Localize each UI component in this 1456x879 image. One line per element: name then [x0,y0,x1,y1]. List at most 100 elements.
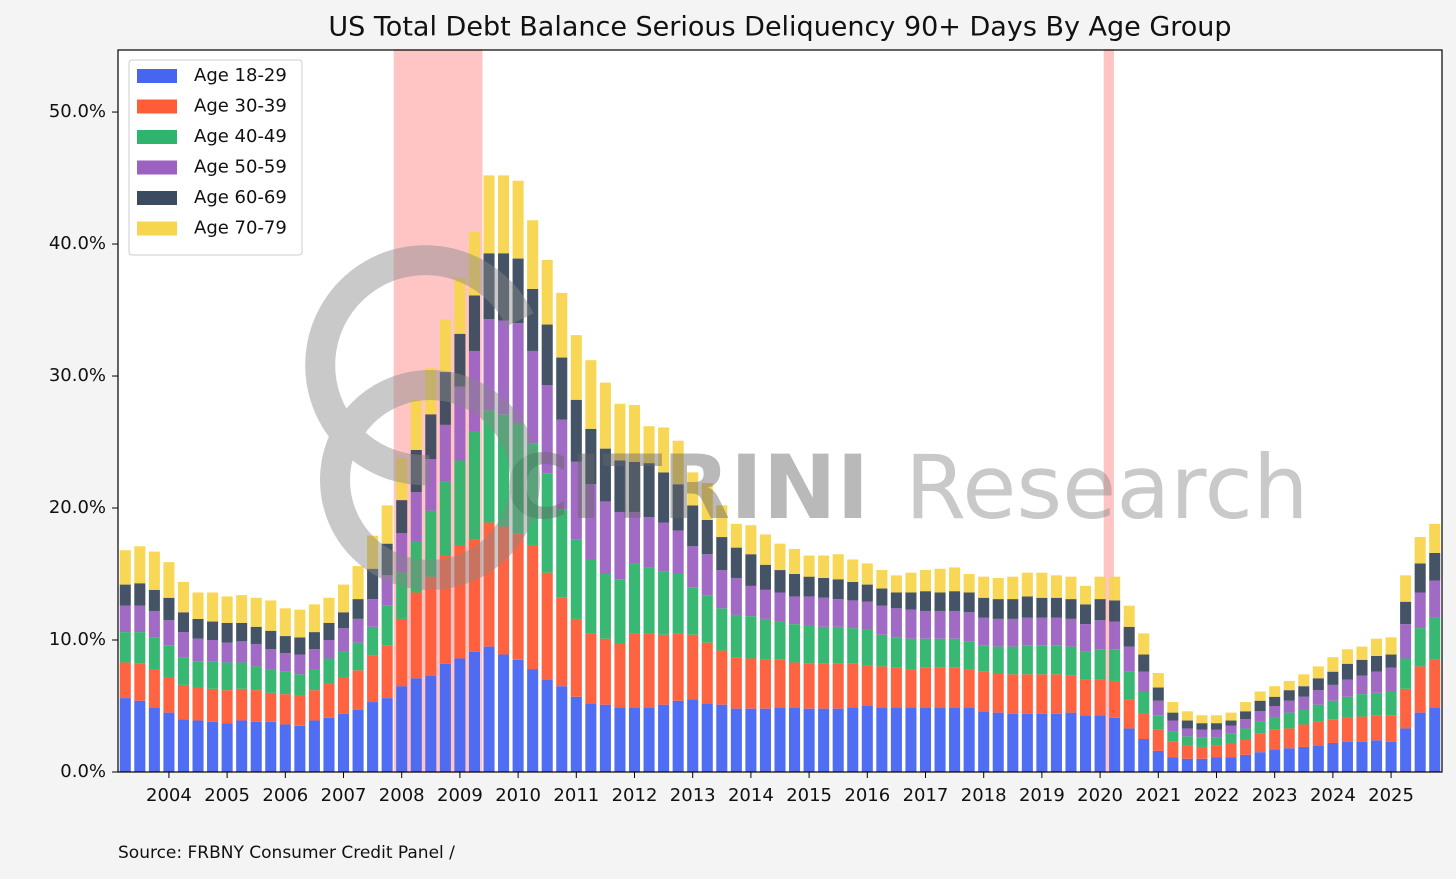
bar-segment [949,667,961,708]
bar-segment [949,707,961,772]
bar-segment [1138,691,1150,714]
bar-segment [221,622,233,643]
bar-segment [1356,646,1368,660]
bar-segment [1240,754,1252,772]
bar-segment [396,686,408,772]
bar-segment [1021,674,1033,714]
bar-segment [628,633,641,708]
bar-segment [1298,696,1310,710]
bar-segment [978,617,990,646]
bar-segment [337,651,350,677]
bar-segment [1196,746,1208,759]
bar-segment [934,707,946,772]
bar-segment [1269,749,1281,772]
bar-segment [847,600,859,629]
bar-segment [890,707,902,772]
bar-segment [454,277,466,334]
bar-segment [119,698,131,772]
bar-segment [236,720,248,772]
bar-segment [250,690,262,722]
watermark-logo [305,245,534,486]
bar-segment [628,707,641,772]
bar-segment [556,292,568,358]
bar-segment [847,707,859,772]
bar-segment [890,608,902,638]
bar-segment [221,662,233,691]
bar-segment [337,713,350,772]
bar-segment [294,654,306,675]
bar-segment [919,667,932,708]
x-tick-label: 2016 [844,785,890,806]
bar-segment [1181,720,1193,729]
bar-segment [716,570,728,609]
bar-segment [221,642,233,663]
bar-segment [119,662,131,699]
bar-segment [963,612,975,642]
bar-segment [308,632,320,650]
x-tick-label: 2019 [1019,785,1065,806]
bar-segment [789,596,801,625]
bar-segment [236,688,248,721]
bar-segment [643,707,655,772]
bar-segment [1109,576,1121,601]
y-tick-label: 10.0% [49,629,106,650]
bar-segment [177,684,190,720]
bar-segment [425,459,437,511]
bar-segment [541,385,553,474]
bar-segment [1167,712,1179,721]
bar-segment [381,698,393,772]
bar-segment [1050,617,1062,646]
bar-segment [512,258,524,324]
x-tick-label: 2021 [1135,785,1181,806]
bar-segment [905,592,917,610]
bar-segment [701,703,713,772]
bar-segment [1138,739,1150,772]
bar-segment [730,577,742,615]
bar-segment [498,654,510,772]
bar-segment [1414,628,1426,667]
bar-segment [745,708,757,772]
bar-segment [250,626,262,644]
bar-segment [192,618,204,639]
bar-segment [1327,671,1339,685]
bar-segment [1269,696,1281,707]
bar-segment [425,675,437,772]
bar-segment [876,707,888,772]
bar-segment [250,597,262,627]
bar-segment [439,424,451,482]
bar-segment [119,584,131,606]
bar-segment [527,443,539,545]
bar-segment [803,625,815,664]
bar-segment [163,645,175,677]
bar-segment [818,626,830,664]
bar-segment [396,500,408,534]
bar-segment [425,510,437,577]
bar-segment [1050,597,1062,618]
bar-segment [818,577,830,598]
bar-segment [308,690,320,721]
bar-segment [265,630,277,650]
bar-segment [1123,671,1135,700]
bar-segment [643,517,655,568]
bar-segment [1036,617,1048,646]
bar-segment [1210,745,1223,758]
bar-segment [1036,674,1048,714]
bar-segment [1240,739,1252,755]
legend: Age 18-29 Age 30-39 Age 40-49 Age 50-59 Age … [128,59,303,256]
bar-segment [1210,715,1223,724]
legend-swatch [137,221,177,236]
bar-segment [323,622,335,641]
bar-segment [1414,592,1426,629]
bar-segment [832,708,844,772]
x-tick-label: 2006 [262,785,308,806]
bar-segment [1152,687,1164,701]
bar-segment [949,567,961,592]
bar-segment [759,564,771,590]
bar-segment [672,700,684,772]
bar-segment [701,519,713,555]
bar-segment [483,175,495,254]
bar-segment [585,484,597,560]
shaded-period [393,49,483,773]
bar-segment [978,597,990,618]
bar-segment [1429,659,1441,708]
